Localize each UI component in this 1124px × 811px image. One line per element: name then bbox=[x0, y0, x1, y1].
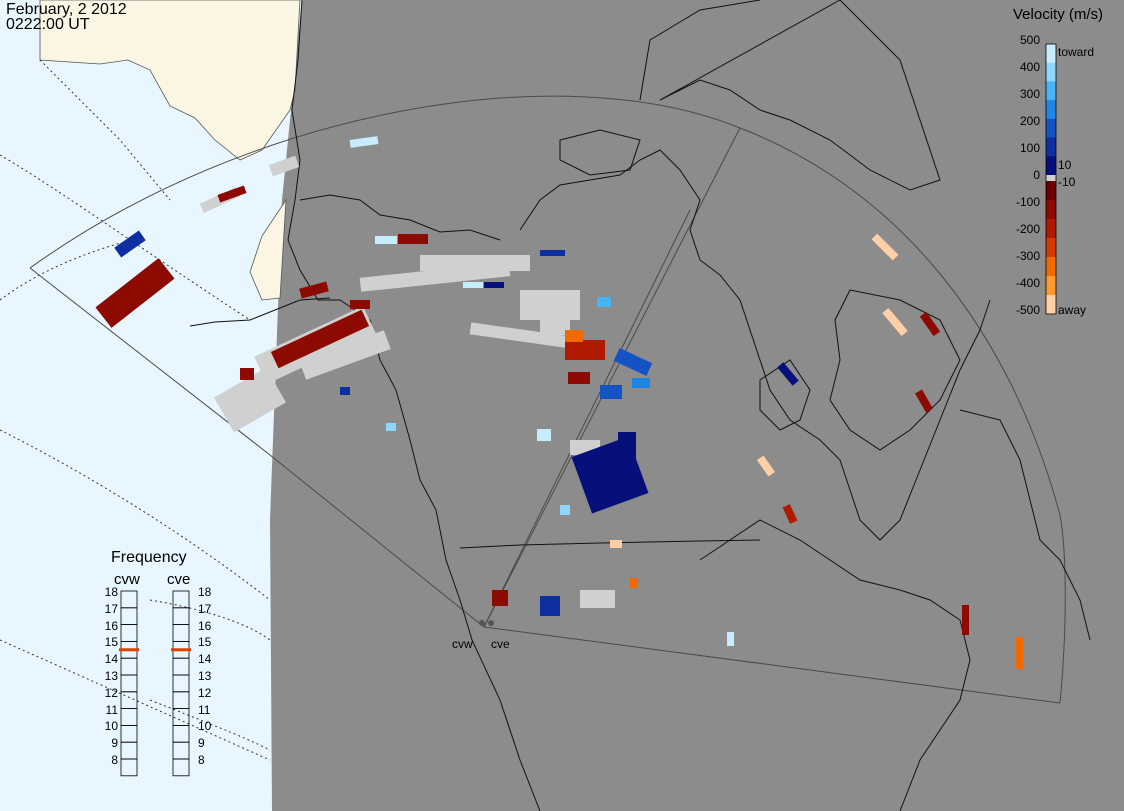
away-label: away bbox=[1058, 303, 1087, 317]
frequency-tick-cve: 18 bbox=[198, 585, 212, 599]
velocity-tick-label: 200 bbox=[1019, 114, 1040, 128]
velocity-tick-label: 500 bbox=[1019, 33, 1040, 47]
velocity-tick-label: -10 bbox=[1058, 175, 1076, 189]
frequency-cell-cvw bbox=[120, 758, 138, 777]
colorbar-swatch-away bbox=[1046, 276, 1056, 296]
frequency-tick-cvw: 10 bbox=[104, 719, 118, 734]
frequency-cell-cve bbox=[172, 758, 190, 777]
time-label: 0222:00 UT bbox=[6, 16, 90, 33]
velocity-tick-label: -400 bbox=[1015, 276, 1040, 290]
frequency-tick-cvw: 15 bbox=[104, 635, 118, 650]
velocity-legend-title: Velocity (m/s) bbox=[1013, 6, 1104, 23]
frequency-tick-cve: 13 bbox=[198, 669, 212, 683]
scatter-toward bbox=[114, 230, 799, 616]
colorbar-swatch-toward bbox=[1046, 156, 1056, 176]
velocity-tick-label: -200 bbox=[1015, 222, 1040, 236]
frequency-tick-cvw: 13 bbox=[104, 669, 118, 683]
frequency-tick-cve: 17 bbox=[198, 601, 212, 616]
frequency-tick-cve: 15 bbox=[198, 635, 212, 650]
frequency-tick-cvw: 12 bbox=[104, 685, 118, 700]
colorbar-swatch-away bbox=[1046, 257, 1056, 277]
frequency-tick-cvw: 9 bbox=[111, 736, 118, 751]
frequency-tick-cve: 10 bbox=[198, 719, 212, 734]
colorbar-swatch-away bbox=[1046, 200, 1056, 220]
frequency-tick-cve: 14 bbox=[198, 652, 212, 667]
cvw-column-label: cvw bbox=[114, 571, 140, 588]
scatter-toward-fast bbox=[349, 136, 734, 646]
radar-site-cvw bbox=[479, 620, 485, 626]
cve-column-label: cve bbox=[167, 571, 191, 588]
colorbar-ground-scatter bbox=[1046, 175, 1056, 181]
colorbar-swatch-away bbox=[1046, 238, 1056, 258]
frequency-tick-cvw: 8 bbox=[111, 753, 118, 767]
colorbar-swatch-away bbox=[1046, 295, 1056, 315]
frequency-tick-cve: 8 bbox=[198, 753, 205, 767]
scatter-away-far bbox=[565, 233, 1023, 669]
radar-site-cve bbox=[488, 620, 494, 626]
frequency-scales bbox=[119, 590, 191, 777]
daylight-region bbox=[0, 0, 302, 811]
velocity-tick-label: 300 bbox=[1019, 87, 1040, 101]
colorbar-swatch-away bbox=[1046, 181, 1056, 201]
site-label-cve: cve bbox=[491, 637, 510, 651]
site-label-cvw: cvw bbox=[452, 637, 473, 651]
colorbar-swatch-toward bbox=[1046, 62, 1056, 82]
coastlines bbox=[189, 0, 1091, 811]
field-of-view bbox=[29, 95, 1066, 704]
velocity-tick-label: 0 bbox=[1033, 168, 1040, 182]
velocity-tick-label: 100 bbox=[1019, 141, 1040, 155]
frequency-tick-cve: 11 bbox=[198, 702, 211, 717]
frequency-tick-cvw: 14 bbox=[104, 652, 118, 667]
colorbar-swatch-toward bbox=[1046, 118, 1056, 139]
colorbar-swatch-toward bbox=[1046, 44, 1056, 64]
frequency-title: Frequency bbox=[111, 549, 187, 566]
frequency-tick-cvw: 16 bbox=[104, 618, 118, 633]
colorbar-swatch-toward bbox=[1046, 100, 1056, 120]
date-label: February, 2 2012 bbox=[6, 1, 127, 18]
velocity-tick-label: 400 bbox=[1019, 60, 1040, 74]
velocity-tick-label: -300 bbox=[1015, 249, 1040, 263]
toward-label: toward bbox=[1058, 45, 1095, 59]
colorbar-swatch-toward bbox=[1046, 81, 1056, 101]
frequency-tick-cve: 12 bbox=[198, 685, 212, 700]
velocity-tick-label: 10 bbox=[1058, 158, 1072, 172]
frequency-tick-cve: 16 bbox=[198, 618, 212, 633]
scatter-away bbox=[95, 185, 969, 635]
frequency-tick-cvw: 11 bbox=[105, 702, 118, 717]
velocity-tick-label: -500 bbox=[1015, 303, 1040, 317]
daylight-land-alaska bbox=[249, 198, 287, 301]
colorbar-swatch-away bbox=[1046, 219, 1056, 239]
colorbar-swatch-toward bbox=[1046, 137, 1056, 157]
colorbar-outline bbox=[1045, 43, 1057, 315]
frequency-tick-cve: 9 bbox=[198, 736, 205, 751]
velocity-tick-label: -100 bbox=[1015, 195, 1040, 209]
velocity-color-bar bbox=[1045, 43, 1057, 315]
frequency-tick-cvw: 18 bbox=[104, 585, 118, 599]
frequency-tick-cvw: 17 bbox=[104, 601, 118, 616]
